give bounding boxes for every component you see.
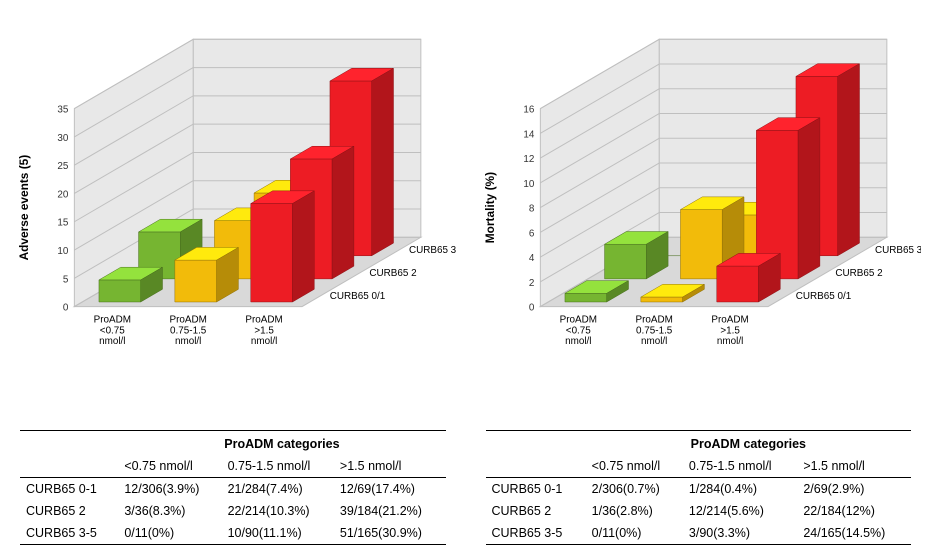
- svg-text:6: 6: [528, 228, 534, 239]
- svg-text:CURB65 2: CURB65 2: [835, 268, 882, 279]
- left-table: ProADM categories <0.75 nmol/l 0.75-1.5 …: [20, 430, 446, 545]
- table-row: CURB65 21/36(2.8%)12/214(5.6%)22/184(12%…: [486, 500, 912, 522]
- svg-text:CURB65 3/5: CURB65 3/5: [409, 245, 456, 256]
- table-cell: 24/165(14.5%): [797, 522, 911, 545]
- svg-text:<0.75: <0.75: [100, 325, 125, 336]
- svg-text:30: 30: [57, 133, 68, 144]
- table-row: CURB65 0-112/306(3.9%)21/284(7.4%)12/69(…: [20, 478, 446, 501]
- svg-text:nmol/l: nmol/l: [175, 336, 201, 347]
- right-table: ProADM categories <0.75 nmol/l 0.75-1.5 …: [486, 430, 912, 545]
- charts-row: 05101520253035Adverse events (5)ProADM<0…: [0, 0, 931, 425]
- table-cell: 1/284(0.4%): [683, 478, 797, 501]
- table-cell: CURB65 0-1: [20, 478, 118, 501]
- right-table-panel: ProADM categories <0.75 nmol/l 0.75-1.5 …: [486, 430, 912, 545]
- table-cell: CURB65 3-5: [20, 522, 118, 545]
- svg-text:5: 5: [63, 274, 69, 285]
- svg-text:Adverse events (5): Adverse events (5): [17, 155, 31, 261]
- right-3d-bar-chart: 0246810121416Mortality (%)ProADM<0.75nmo…: [476, 10, 922, 425]
- svg-text:ProADM: ProADM: [245, 314, 282, 325]
- left-table-panel: ProADM categories <0.75 nmol/l 0.75-1.5 …: [20, 430, 446, 545]
- right-chart-panel: 0246810121416Mortality (%)ProADM<0.75nmo…: [476, 10, 922, 425]
- svg-text:0: 0: [528, 303, 534, 314]
- right-table-title: ProADM categories: [586, 431, 911, 456]
- svg-text:nmol/l: nmol/l: [565, 336, 591, 347]
- left-3d-bar-chart: 05101520253035Adverse events (5)ProADM<0…: [10, 10, 456, 425]
- svg-text:>1.5: >1.5: [254, 325, 274, 336]
- svg-text:ProADM: ProADM: [94, 314, 131, 325]
- svg-text:8: 8: [528, 204, 534, 215]
- table-row: CURB65 23/36(8.3%)22/214(10.3%)39/184(21…: [20, 500, 446, 522]
- svg-text:nmol/l: nmol/l: [99, 336, 125, 347]
- table-cell: 12/306(3.9%): [118, 478, 221, 501]
- table-cell: 1/36(2.8%): [586, 500, 683, 522]
- svg-text:ProADM: ProADM: [170, 314, 207, 325]
- svg-text:ProADM: ProADM: [559, 314, 596, 325]
- svg-text:0.75-1.5: 0.75-1.5: [636, 325, 673, 336]
- svg-text:12: 12: [523, 154, 534, 165]
- table-cell: 22/184(12%): [797, 500, 911, 522]
- table-cell: 0/11(0%): [586, 522, 683, 545]
- svg-text:25: 25: [57, 161, 68, 172]
- svg-text:0: 0: [63, 303, 69, 314]
- svg-text:Mortality (%): Mortality (%): [482, 172, 496, 243]
- svg-text:ProADM: ProADM: [635, 314, 672, 325]
- table-cell: CURB65 0-1: [486, 478, 586, 501]
- svg-text:35: 35: [57, 105, 68, 116]
- svg-text:nmol/l: nmol/l: [641, 336, 667, 347]
- table-cell: 12/69(17.4%): [334, 478, 446, 501]
- svg-text:14: 14: [523, 129, 534, 140]
- table-cell: 0/11(0%): [118, 522, 221, 545]
- svg-text:CURB65 2: CURB65 2: [369, 268, 416, 279]
- tables-row: ProADM categories <0.75 nmol/l 0.75-1.5 …: [0, 425, 931, 560]
- svg-text:4: 4: [528, 253, 534, 264]
- svg-text:15: 15: [57, 218, 68, 229]
- table-cell: 22/214(10.3%): [222, 500, 334, 522]
- table-cell: CURB65 2: [20, 500, 118, 522]
- svg-text:2: 2: [528, 278, 534, 289]
- svg-text:CURB65 0/1: CURB65 0/1: [795, 291, 851, 302]
- svg-text:nmol/l: nmol/l: [251, 336, 277, 347]
- svg-text:10: 10: [57, 246, 68, 257]
- left-table-title: ProADM categories: [118, 431, 445, 456]
- svg-text:CURB65 0/1: CURB65 0/1: [330, 291, 386, 302]
- svg-text:<0.75: <0.75: [565, 325, 590, 336]
- table-cell: 10/90(11.1%): [222, 522, 334, 545]
- table-row: CURB65 3-50/11(0%)3/90(3.3%)24/165(14.5%…: [486, 522, 912, 545]
- svg-text:ProADM: ProADM: [711, 314, 748, 325]
- svg-text:CURB65 3/5: CURB65 3/5: [874, 245, 921, 256]
- table-cell: 2/69(2.9%): [797, 478, 911, 501]
- table-cell: 39/184(21.2%): [334, 500, 446, 522]
- svg-text:nmol/l: nmol/l: [716, 336, 742, 347]
- table-cell: 2/306(0.7%): [586, 478, 683, 501]
- table-cell: CURB65 3-5: [486, 522, 586, 545]
- table-cell: 3/36(8.3%): [118, 500, 221, 522]
- left-chart-panel: 05101520253035Adverse events (5)ProADM<0…: [10, 10, 456, 425]
- table-cell: 12/214(5.6%): [683, 500, 797, 522]
- table-cell: 3/90(3.3%): [683, 522, 797, 545]
- table-row: CURB65 0-12/306(0.7%)1/284(0.4%)2/69(2.9…: [486, 478, 912, 501]
- svg-text:>1.5: >1.5: [720, 325, 740, 336]
- table-cell: 21/284(7.4%): [222, 478, 334, 501]
- table-cell: 51/165(30.9%): [334, 522, 446, 545]
- table-row: CURB65 3-50/11(0%)10/90(11.1%)51/165(30.…: [20, 522, 446, 545]
- table-cell: CURB65 2: [486, 500, 586, 522]
- svg-text:10: 10: [523, 179, 534, 190]
- svg-text:20: 20: [57, 189, 68, 200]
- svg-text:0.75-1.5: 0.75-1.5: [170, 325, 207, 336]
- svg-text:16: 16: [523, 105, 534, 116]
